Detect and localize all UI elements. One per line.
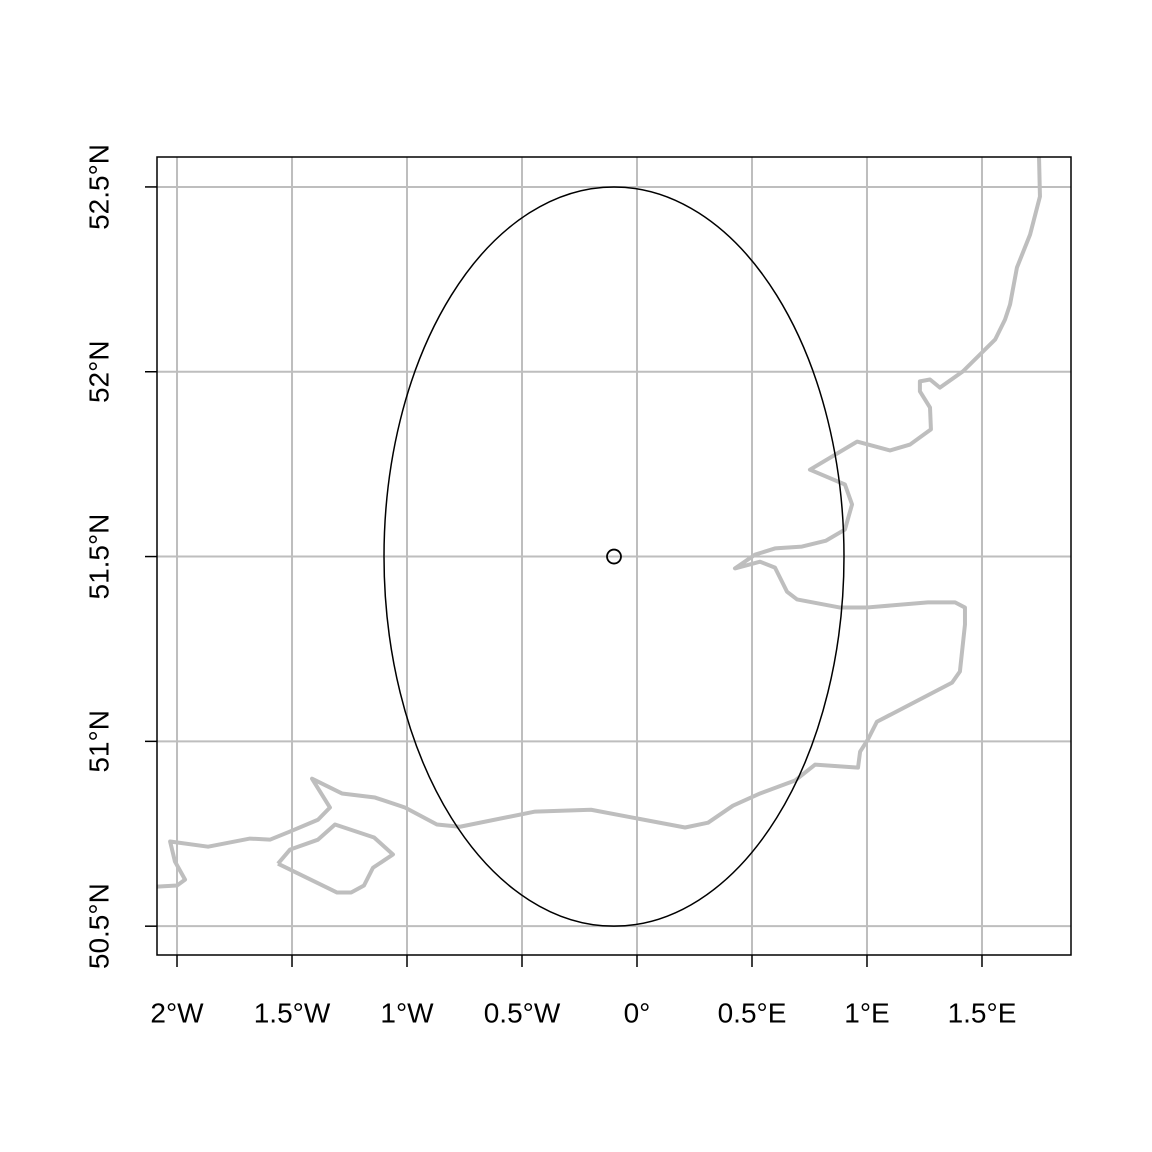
plot-frame bbox=[156, 156, 1072, 956]
ellipse bbox=[383, 186, 845, 927]
x-tick-label: 1.5°W bbox=[254, 997, 331, 1028]
y-tick-label: 52°N bbox=[83, 340, 114, 403]
x-tick-label: 0.5°W bbox=[484, 997, 561, 1028]
x-tick-label: 1°W bbox=[380, 997, 434, 1028]
y-tick-label: 51°N bbox=[83, 710, 114, 773]
y-tick-label: 50.5°N bbox=[83, 883, 114, 969]
x-tick-label: 0.5°E bbox=[718, 997, 787, 1028]
x-tick-label: 2°W bbox=[150, 997, 204, 1028]
x-tick-label: 0° bbox=[624, 997, 651, 1028]
y-tick-label: 51.5°N bbox=[83, 514, 114, 600]
y-tick-label: 52.5°N bbox=[83, 144, 114, 230]
coastline bbox=[276, 822, 395, 895]
point bbox=[606, 548, 622, 565]
coastline bbox=[156, 157, 1042, 889]
x-tick-label: 1.5°E bbox=[948, 997, 1017, 1028]
x-tick-label: 1°E bbox=[844, 997, 889, 1028]
